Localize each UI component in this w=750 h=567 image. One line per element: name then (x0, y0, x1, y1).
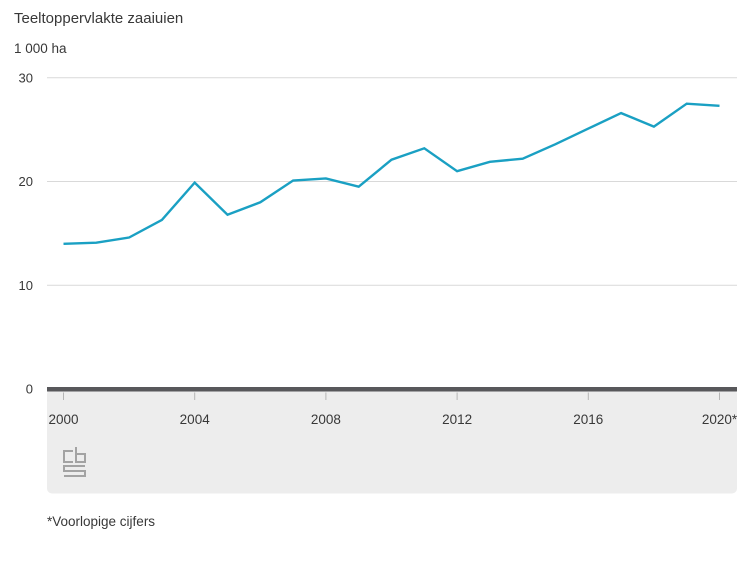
x-axis-line (47, 387, 737, 392)
chart-title: Teeltoppervlakte zaaiuien (14, 10, 184, 27)
x-axis-label: 2008 (311, 412, 341, 427)
x-axis-label: 2016 (573, 412, 603, 427)
data-line (63, 102, 720, 245)
chart-unit-label: 1 000 ha (14, 41, 67, 56)
x-axis-label: 2004 (180, 412, 211, 427)
cbs-logo-icon (63, 447, 86, 477)
y-axis-label: 10 (19, 278, 33, 293)
x-axis-label: 2012 (442, 412, 472, 427)
x-axis-band (47, 389, 737, 494)
y-axis-label: 0 (26, 382, 33, 397)
x-axis-label: 2020* (702, 412, 738, 427)
x-axis-label: 2000 (48, 412, 78, 427)
y-axis-label: 20 (19, 174, 33, 189)
y-axis-label: 30 (19, 70, 33, 85)
footnote: *Voorlopige cijfers (47, 514, 156, 529)
